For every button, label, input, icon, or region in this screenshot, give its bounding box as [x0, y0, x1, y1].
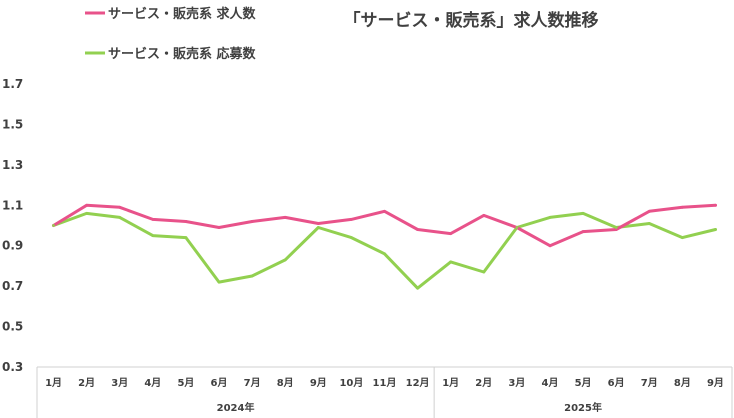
x-axis: 1月 2月 3月 4月 5月 6月 7月 8月 9月 10月 11月 12月 1月 2月 3月 4月 5月 6月 7… — [36, 366, 733, 418]
data-point — [383, 252, 386, 256]
x-tick-label: 7月 — [244, 377, 261, 389]
x-tick-label: 8月 — [674, 377, 691, 389]
data-point — [581, 230, 585, 233]
data-point — [316, 222, 320, 225]
data-point — [515, 226, 519, 229]
data-point — [449, 232, 453, 235]
data-point — [383, 209, 386, 213]
data-point — [548, 244, 552, 248]
year-group-label: 2024年 — [217, 401, 255, 414]
x-tick-label: 8月 — [277, 377, 294, 389]
data-point — [283, 258, 287, 262]
data-point — [217, 280, 221, 284]
data-point — [184, 236, 188, 240]
data-point — [416, 228, 419, 231]
y-tick-label: 1.1 — [2, 198, 23, 212]
y-tick-label: 0.7 — [2, 279, 23, 293]
data-point — [283, 216, 287, 219]
x-tick-label: 11月 — [373, 377, 397, 389]
x-tick-label: 2月 — [475, 377, 492, 389]
year-group-label: 2025年 — [564, 401, 602, 414]
x-tick-label: 5月 — [177, 377, 194, 389]
y-tick-label: 1.3 — [2, 158, 23, 172]
data-point — [250, 220, 254, 223]
x-tick-label: 5月 — [575, 377, 592, 389]
data-point — [85, 203, 89, 207]
y-tick-label: 0.9 — [2, 239, 23, 253]
data-point — [449, 260, 453, 264]
x-tick-label: 1月 — [442, 377, 459, 389]
data-point — [482, 270, 486, 274]
data-point — [482, 213, 486, 217]
y-tick-label: 0.3 — [2, 360, 23, 374]
data-point — [350, 218, 353, 221]
plot-area — [52, 203, 717, 290]
x-tick-label: 3月 — [508, 377, 525, 389]
x-tick-label: 12月 — [406, 377, 430, 389]
data-point — [184, 220, 188, 223]
data-point — [680, 205, 684, 209]
x-tick-label: 3月 — [111, 377, 128, 389]
data-point — [250, 274, 254, 278]
x-tick-label: 9月 — [310, 377, 327, 389]
x-tick-label: 6月 — [608, 377, 625, 389]
data-point — [614, 226, 618, 229]
x-tick-label: 10月 — [339, 377, 363, 389]
data-point — [118, 205, 122, 209]
data-point — [416, 286, 419, 290]
x-tick-label: 4月 — [144, 377, 161, 389]
y-tick-label: 1.5 — [2, 117, 23, 131]
x-tick-label: 2月 — [78, 377, 95, 389]
series-line — [52, 211, 717, 290]
x-tick-label: 9月 — [707, 377, 724, 389]
x-tick-label: 6月 — [211, 377, 228, 389]
data-point — [548, 216, 552, 219]
x-tick-label: 7月 — [641, 377, 658, 389]
data-point — [151, 218, 155, 221]
data-point — [85, 211, 89, 215]
y-tick-label: 1.7 — [2, 77, 23, 91]
data-point — [647, 222, 651, 225]
data-point — [680, 236, 684, 240]
y-axis: 1.7 1.5 1.3 1.1 0.9 0.7 0.5 0.3 — [2, 77, 23, 374]
data-point — [714, 203, 717, 207]
data-point — [151, 234, 155, 238]
data-point — [52, 224, 55, 227]
legend-label: サービス・販売系 応募数 — [108, 46, 257, 62]
data-point — [118, 216, 122, 219]
data-point — [614, 228, 618, 231]
data-point — [350, 236, 353, 240]
x-tick-label: 4月 — [541, 377, 558, 389]
y-tick-label: 0.5 — [2, 320, 23, 334]
data-point — [647, 209, 651, 213]
data-point — [316, 226, 320, 229]
data-point — [217, 226, 221, 229]
data-point — [714, 228, 717, 231]
data-point — [581, 211, 585, 215]
chart-title: 「サービス・販売系」求人数推移 — [344, 10, 599, 31]
x-tick-label: 1月 — [45, 377, 62, 389]
legend-label: サービス・販売系 求人数 — [108, 6, 257, 22]
